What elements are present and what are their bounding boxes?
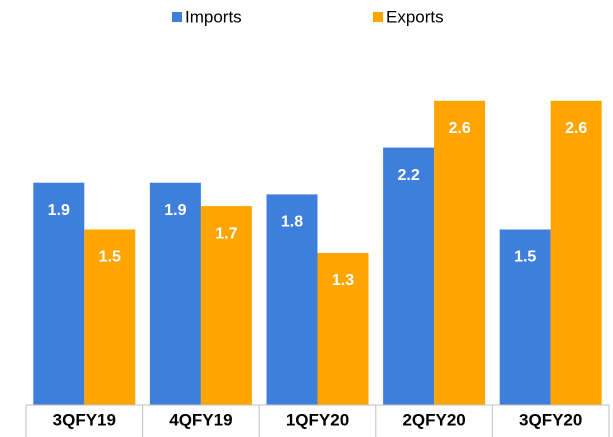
data-label: 1.5 — [514, 249, 536, 266]
legend-label: Imports — [185, 7, 242, 26]
bar — [84, 229, 136, 405]
x-tick-label: 3QFY19 — [53, 410, 116, 429]
bar — [434, 100, 486, 406]
x-tick-label: 1QFY20 — [286, 410, 349, 429]
bar — [383, 147, 435, 405]
x-tick-label: 3QFY20 — [519, 410, 582, 429]
bar — [149, 182, 201, 405]
data-label: 2.6 — [565, 120, 587, 137]
bar — [317, 252, 369, 405]
bar — [499, 229, 551, 405]
bar — [200, 206, 252, 405]
data-label: 1.8 — [281, 214, 303, 231]
bar — [550, 100, 602, 406]
data-label: 1.9 — [48, 202, 70, 219]
data-label: 1.3 — [332, 272, 354, 289]
data-label: 1.9 — [164, 202, 186, 219]
legend-label: Exports — [386, 7, 444, 26]
data-label: 1.7 — [215, 225, 237, 242]
x-tick-label: 2QFY20 — [402, 410, 465, 429]
legend-swatch — [172, 12, 182, 22]
bar — [33, 182, 85, 405]
data-label: 2.2 — [397, 167, 419, 184]
bar — [266, 194, 318, 405]
legend-swatch — [373, 12, 383, 22]
x-tick-label: 4QFY19 — [169, 410, 232, 429]
data-label: 2.6 — [448, 120, 470, 137]
data-label: 1.5 — [99, 249, 121, 266]
